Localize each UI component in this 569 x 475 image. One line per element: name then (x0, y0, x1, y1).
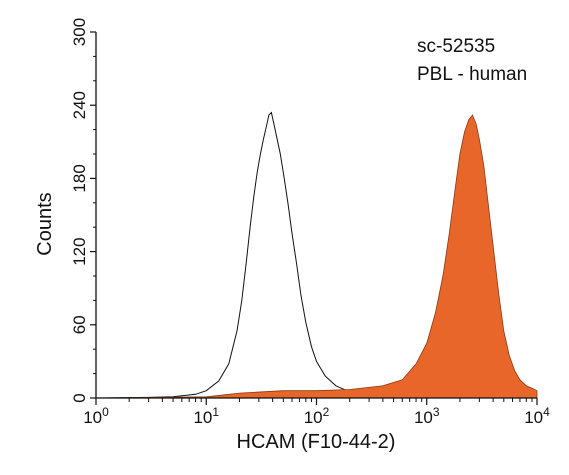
axes: 0 60 120 180 240 300 100 101 102 103 104 (70, 18, 550, 427)
x-tick-label: 102 (304, 405, 330, 427)
series-0-outline-histogram (95, 111, 538, 399)
annotation-cell-type: PBL - human (417, 64, 527, 85)
y-tick-label: 120 (70, 237, 89, 265)
y-tick-label: 60 (70, 315, 89, 334)
y-tick-label: 0 (70, 393, 89, 402)
y-tick-label: 240 (70, 91, 89, 119)
series-1-filled-histogram (95, 114, 538, 399)
y-axis-title: Counts (34, 192, 56, 255)
y-tick-label: 300 (70, 18, 89, 46)
x-axis-title: HCAM (F10-44-2) (237, 431, 396, 453)
x-tick-label: 101 (193, 405, 219, 427)
plot-area (95, 111, 538, 399)
x-tick-label: 103 (414, 405, 440, 427)
x-tick-label: 104 (524, 405, 550, 427)
y-tick-label: 180 (70, 164, 89, 192)
x-tick-label: 100 (83, 405, 109, 427)
annotation-sample-id: sc-52535 (417, 36, 495, 57)
